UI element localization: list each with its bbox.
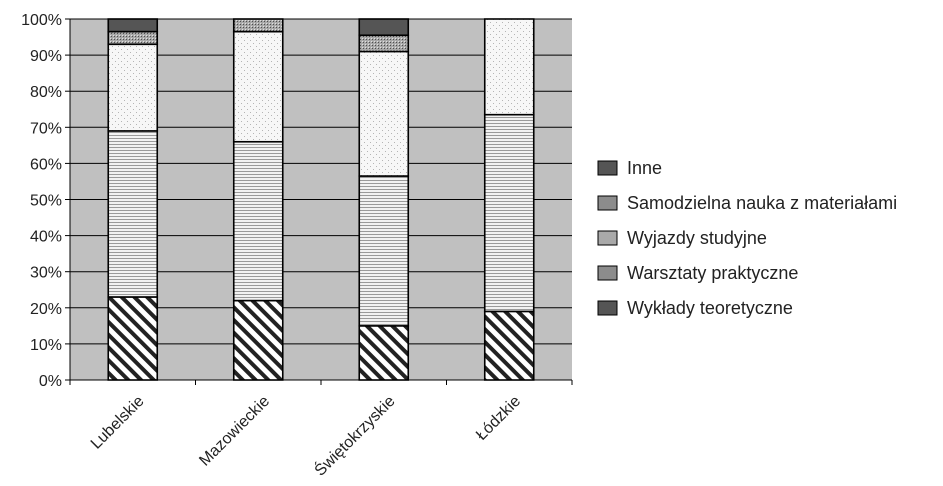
y-axis-ticks: 0% 10% 20% 30% 40% 50% 60% 70% 80% 90% 100% [21,12,70,390]
legend-swatch [597,160,618,176]
y-tick-label: 30% [30,265,62,282]
legend: Inne Samodzielna nauka z materiałami Wyjaz… [597,158,897,318]
legend-label: Inne [627,158,662,178]
x-axis-ticks: Lubelskie Mazowieckie Świętokrzyskie Łódzki… [88,391,524,479]
bar-segment-solid-dark [358,18,410,37]
y-tick-label: 40% [30,229,62,246]
y-tick-label: 60% [30,156,62,173]
bar-segment-light-dots [107,43,159,132]
bar-segment-dense-dots [232,18,284,33]
bar-segment-diagonal-hatch [232,299,284,381]
bar-segment-light-dots [232,30,284,143]
bar-segment-horizontal-lines [107,130,159,298]
y-tick-label: 90% [30,48,62,65]
y-tick-label: 50% [30,193,62,210]
bar-segment-light-dots [483,18,535,116]
legend-swatch [597,230,618,246]
y-tick-label: 0% [39,373,62,390]
legend-label: Samodzielna nauka z materiałami [627,193,897,213]
bar-segment-horizontal-lines [358,175,410,327]
bar-segment-light-dots [358,50,410,177]
y-tick-label: 100% [21,12,62,29]
y-tick-label: 70% [30,120,62,137]
legend-label: Wyjazdy studyjne [627,228,767,248]
legend-label: Wykłady teoretyczne [627,298,793,318]
legend-label: Warsztaty praktyczne [627,263,798,283]
bar-segment-diagonal-hatch [358,325,410,381]
legend-swatch [597,265,618,281]
x-tick-label: Świętokrzyskie [310,391,398,479]
bar-segment-dense-dots [358,34,410,53]
bar-segment-horizontal-lines [483,113,535,313]
bar-segment-dense-dots [107,30,159,46]
x-tick-label: Lubelskie [88,393,148,453]
bar-segment-diagonal-hatch [483,310,535,381]
bar-segment-solid-dark [107,18,159,33]
bars [107,18,535,381]
x-tick-label: Łódzkie [473,393,524,444]
x-tick-label: Mazowieckie [196,393,273,470]
y-tick-label: 80% [30,84,62,101]
bar-segment-horizontal-lines [232,140,284,302]
legend-swatch [597,300,618,316]
y-tick-label: 20% [30,301,62,318]
bar-segment-diagonal-hatch [107,296,159,381]
legend-swatch [597,195,618,211]
y-tick-label: 10% [30,337,62,354]
